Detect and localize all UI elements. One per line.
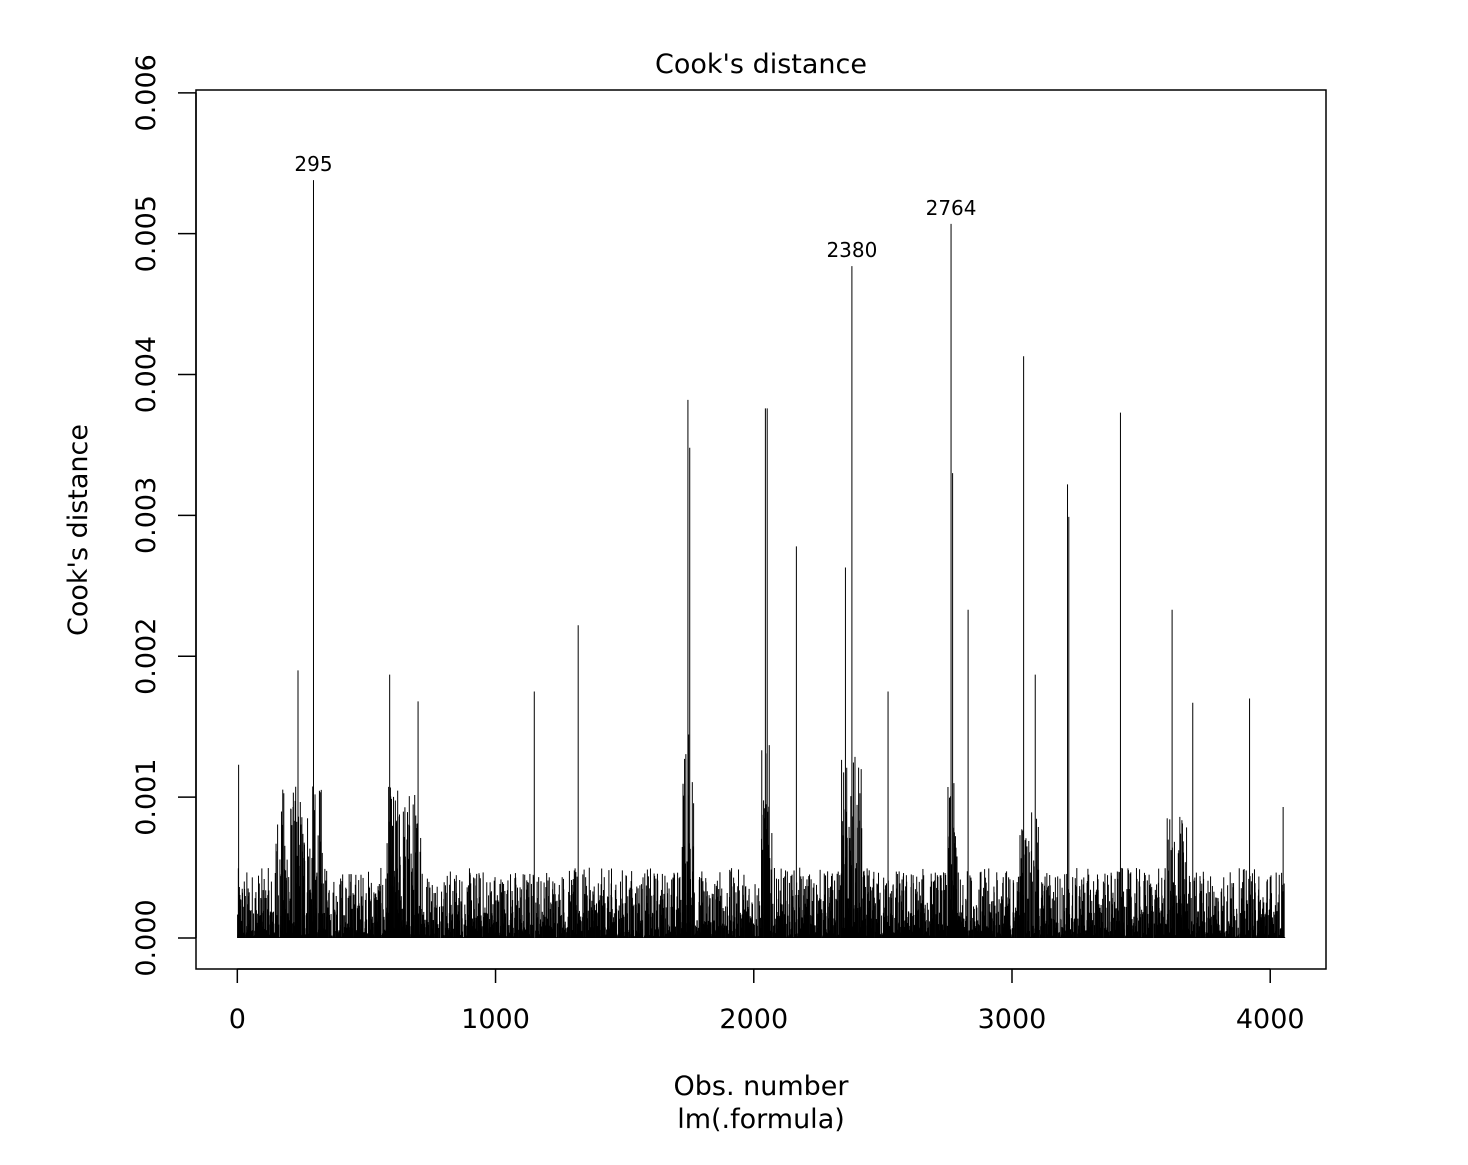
x-tick-label: 3000 — [978, 1004, 1047, 1035]
x-tick-label: 0 — [229, 1004, 246, 1035]
point-label: 295 — [294, 152, 332, 176]
point-label: 2764 — [926, 196, 977, 220]
y-tick-label: 0.005 — [131, 195, 162, 272]
y-tick-label: 0.000 — [131, 899, 162, 976]
x-axis: 0 1000 2000 3000 4000 — [229, 968, 1305, 1035]
chart-title: Cook's distance — [655, 49, 867, 80]
x-tick-label: 2000 — [719, 1004, 788, 1035]
bars-layer — [237, 180, 1286, 939]
y-tick-label: 0.003 — [131, 477, 162, 554]
x-axis-sublabel: lm(.formula) — [677, 1104, 845, 1135]
y-axis-label: Cook's distance — [63, 424, 94, 636]
x-axis-label: Obs. number — [674, 1071, 850, 1102]
y-tick-label: 0.001 — [131, 758, 162, 835]
x-tick-label: 4000 — [1236, 1004, 1305, 1035]
y-axis: 0.000 0.001 0.002 0.003 0.004 0.005 0.006 — [131, 54, 197, 977]
y-tick-label: 0.002 — [131, 618, 162, 695]
y-tick-label: 0.004 — [131, 336, 162, 413]
y-tick-label: 0.006 — [131, 54, 162, 131]
x-tick-label: 1000 — [461, 1004, 530, 1035]
point-labels: 295 2380 2764 — [294, 152, 976, 262]
point-label: 2380 — [826, 238, 877, 262]
